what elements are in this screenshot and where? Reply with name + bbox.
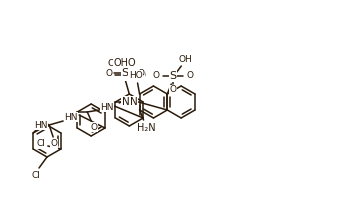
Text: O: O (170, 86, 177, 95)
Text: OHO: OHO (114, 58, 137, 68)
Text: N: N (122, 97, 129, 107)
Text: HN: HN (101, 103, 114, 112)
Text: OH: OH (178, 54, 192, 63)
Text: S: S (122, 68, 129, 78)
Text: O: O (50, 140, 58, 149)
Text: N: N (130, 97, 137, 107)
Text: S: S (170, 71, 177, 81)
Text: Cl: Cl (37, 140, 45, 149)
Text: S: S (122, 70, 129, 80)
Text: Cl: Cl (32, 170, 40, 180)
Text: O: O (153, 72, 160, 80)
Text: HN: HN (34, 120, 48, 129)
Text: H₂N: H₂N (137, 123, 156, 133)
Text: O: O (139, 71, 146, 80)
Text: O: O (187, 72, 194, 80)
Text: O: O (105, 71, 112, 80)
Text: O: O (91, 123, 98, 132)
Text: O: O (106, 69, 113, 77)
Text: HO: HO (129, 71, 142, 80)
Text: O: O (138, 69, 145, 77)
Text: HN: HN (64, 112, 78, 121)
Text: OHO: OHO (107, 60, 129, 69)
